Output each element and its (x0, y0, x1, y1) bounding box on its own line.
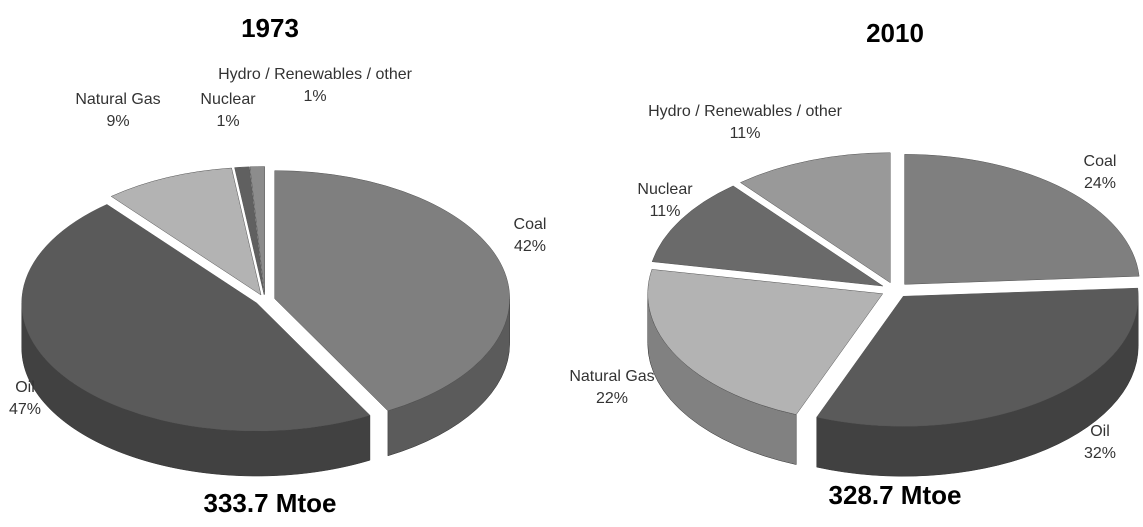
slice-value-label: 11% (650, 203, 681, 220)
slice-label: Oil (1090, 423, 1110, 440)
slice-label: Coal (1084, 153, 1117, 170)
slice-value-label: 22% (596, 390, 628, 407)
slice (816, 287, 1139, 427)
chart-total: 333.7 Mtoe (204, 488, 337, 518)
slice (274, 170, 510, 412)
slice-value-label: 32% (1084, 445, 1116, 462)
slice-value-label: 24% (1084, 175, 1116, 192)
chart-total: 328.7 Mtoe (829, 480, 962, 510)
slice-value-label: 1% (303, 88, 326, 105)
slice-value-label: 11% (730, 125, 761, 142)
slice-value-label: 9% (106, 113, 129, 130)
chart-title: 1973 (241, 13, 299, 43)
chart-title: 2010 (866, 18, 924, 48)
slice-label: Nuclear (637, 181, 693, 198)
slice-label: Oil (15, 379, 35, 396)
slice-value-label: 47% (9, 401, 41, 418)
slice (651, 185, 884, 287)
slice-value-label: 42% (514, 238, 546, 255)
slice-value-label: 1% (216, 113, 239, 130)
slice (234, 166, 265, 295)
slice-label: Natural Gas (569, 368, 654, 385)
slice (739, 152, 891, 284)
slice-label: Natural Gas (75, 91, 160, 108)
slice-label: Nuclear (200, 91, 256, 108)
slice (904, 154, 1140, 285)
slice-label: Hydro / Renewables / other (218, 66, 413, 83)
slice (647, 269, 884, 415)
slice-label: Coal (514, 216, 547, 233)
slice-label: Hydro / Renewables / other (648, 103, 843, 120)
slice (110, 167, 262, 296)
slice (249, 166, 265, 295)
slice (21, 204, 371, 432)
